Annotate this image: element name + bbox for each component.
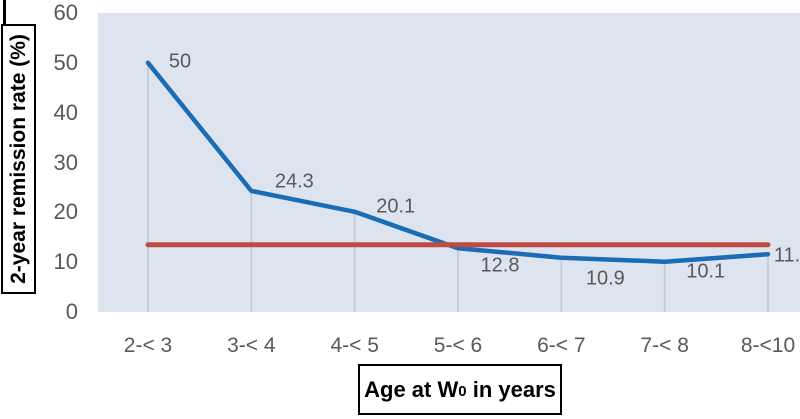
x-tick-label: 4-< 5 [330,334,379,357]
x-tick-label: 6-< 7 [537,334,586,357]
x-tick-label: 5-< 6 [433,334,483,357]
data-point-label: 20.1 [376,195,416,218]
y-tick-label: 0 [65,299,78,324]
data-point-label: 50 [168,50,192,73]
drop-lines [147,62,769,312]
x-tick-label: 7-< 8 [640,334,689,357]
x-tick-label: 3-< 4 [227,334,276,357]
x-axis-title-pre: Age at W [364,376,459,402]
data-point-label: 12.8 [480,254,520,277]
y-tick-label: 50 [53,49,78,75]
remission-rate-series-line [145,60,771,264]
x-tick-label: 8-<10 [740,334,796,357]
data-point-label: 10.9 [585,267,625,290]
x-axis-title-post: in years [466,376,556,402]
data-point-label: 11. [773,244,800,267]
y-tick-label: 20 [53,199,78,225]
y-tick-label: 60 [53,0,78,25]
y-tick-label: 10 [53,249,78,275]
clipped-box-edge [3,0,6,24]
y-tick-label: 40 [53,99,78,125]
x-tick-label: 2-< 3 [123,334,173,357]
y-axis-title: 2-year remission rate (%) [6,34,30,284]
data-point-label: 24.3 [274,170,314,193]
data-point-label: 10.1 [686,260,726,283]
y-axis-title-box: 2-year remission rate (%) [1,24,36,294]
y-tick-label: 30 [53,149,78,175]
